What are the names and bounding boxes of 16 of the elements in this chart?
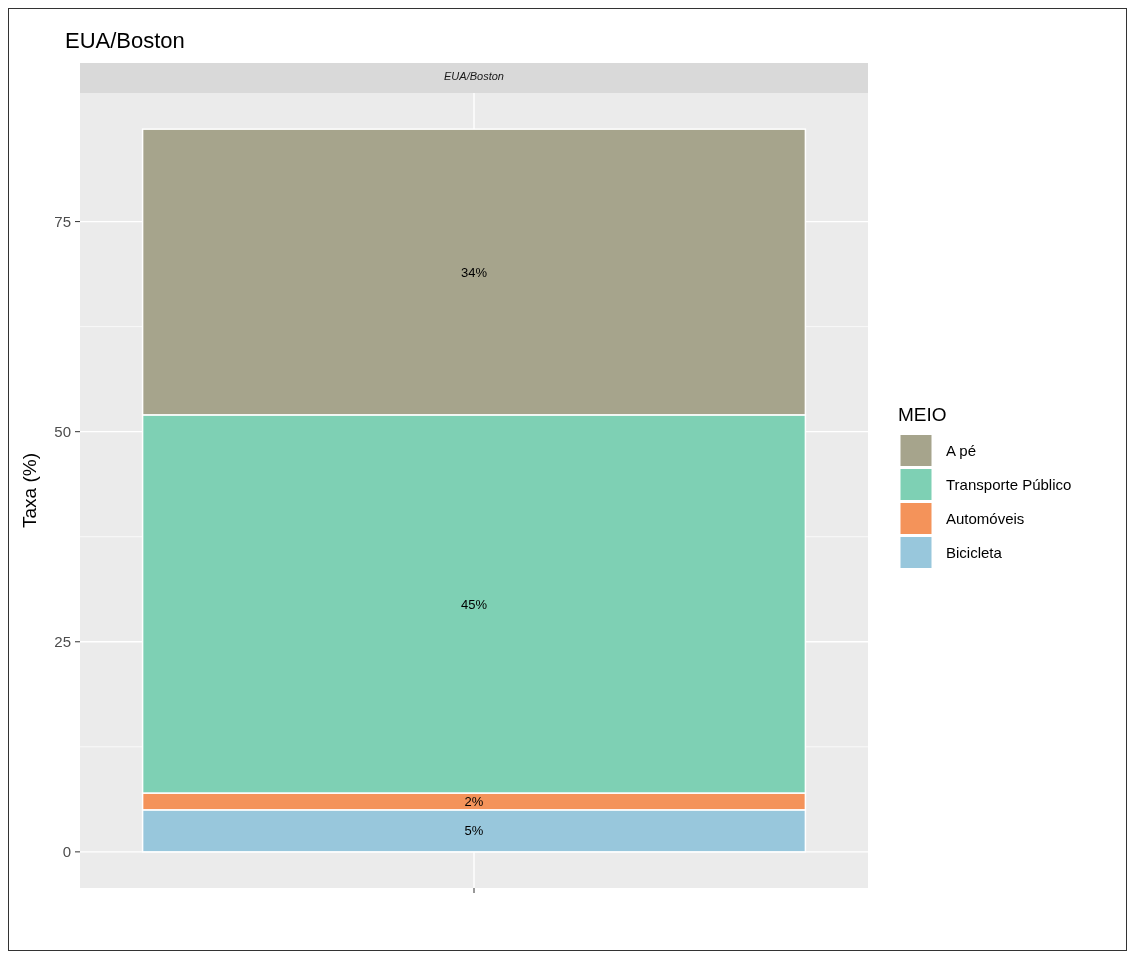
data-label: 34% xyxy=(460,264,488,280)
chart-title: EUA/Boston xyxy=(65,28,185,53)
y-tick-label: 25 xyxy=(54,633,71,651)
data-label: 2% xyxy=(464,793,484,809)
chart-subtitle: EUA/Boston xyxy=(444,70,504,82)
legend-title: MEIO xyxy=(898,403,947,425)
legend-label: Automóveis xyxy=(946,509,1025,527)
y-tick-label: 75 xyxy=(54,212,71,230)
data-label: 45% xyxy=(460,596,488,612)
y-axis-title: Taxa (%) xyxy=(19,453,40,528)
y-tick-label: 50 xyxy=(54,422,71,440)
legend-label: Transporte Público xyxy=(946,475,1072,493)
data-label: 5% xyxy=(464,823,484,839)
y-tick-label: 0 xyxy=(62,843,71,861)
legend-label: A pé xyxy=(946,441,977,459)
legend-label: Bicicleta xyxy=(946,543,1003,561)
